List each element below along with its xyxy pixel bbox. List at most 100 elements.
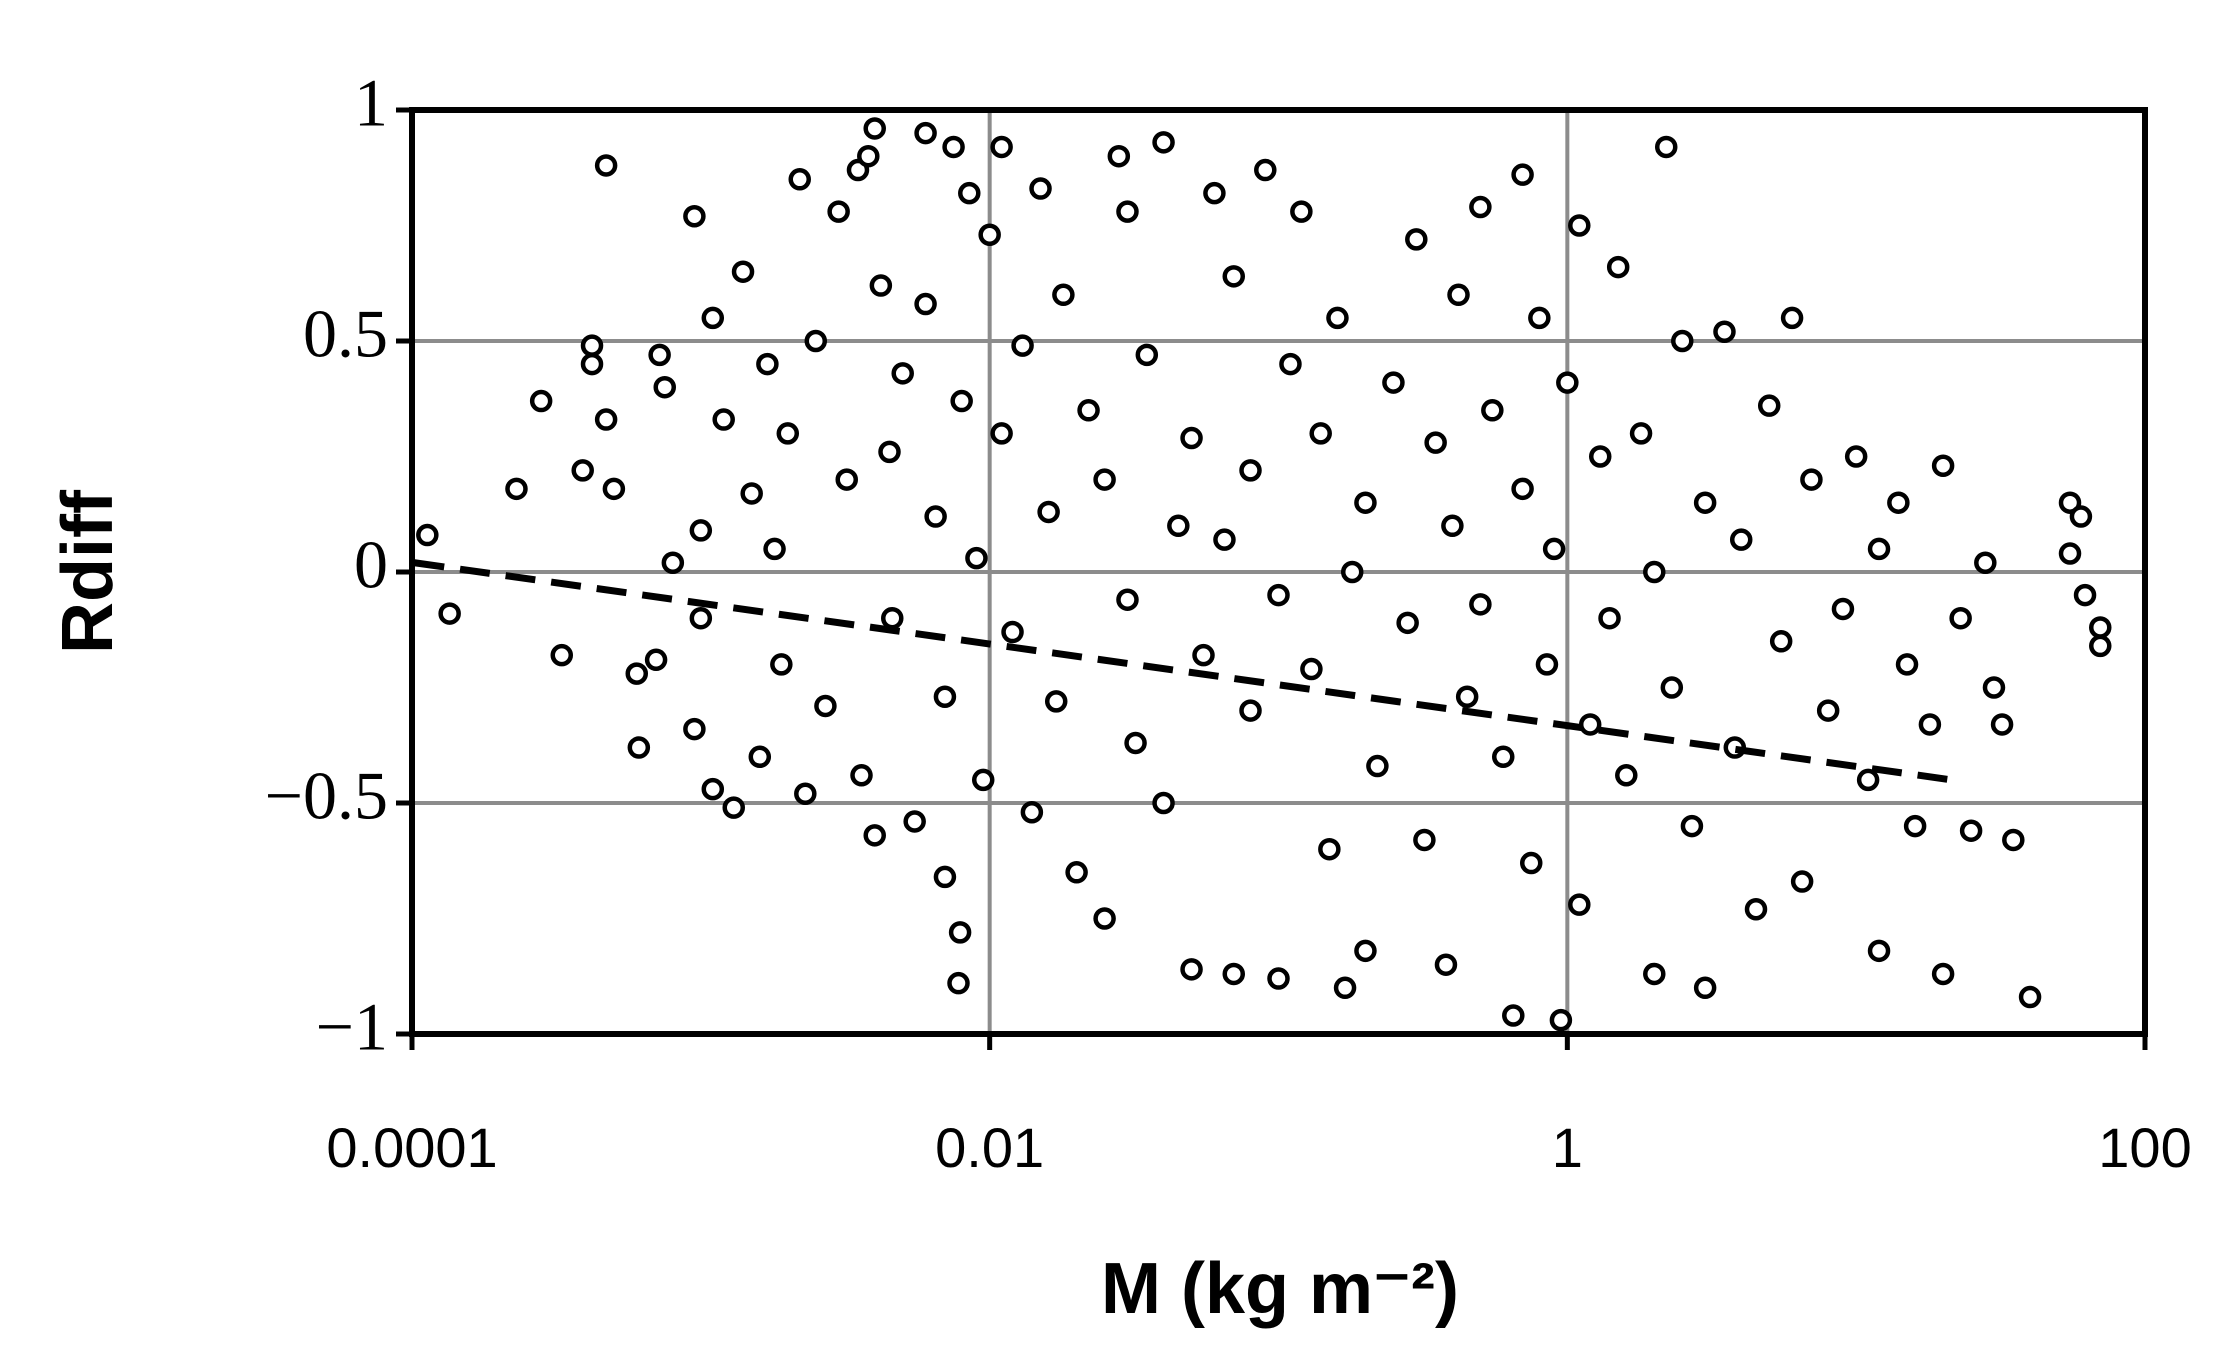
point <box>863 824 886 847</box>
point <box>701 306 725 330</box>
point <box>948 921 972 944</box>
point <box>1366 754 1389 778</box>
point <box>571 459 594 482</box>
point <box>1396 611 1419 635</box>
point <box>1065 861 1088 884</box>
point <box>1974 551 1997 575</box>
point <box>1441 514 1464 538</box>
point <box>1167 514 1190 538</box>
point <box>776 422 800 445</box>
point <box>869 274 893 297</box>
point <box>1469 593 1492 616</box>
point <box>1300 657 1323 681</box>
point <box>971 768 995 792</box>
point <box>1643 962 1666 986</box>
point <box>1713 320 1736 344</box>
point <box>1744 898 1768 921</box>
point <box>653 375 676 399</box>
point <box>763 537 786 561</box>
point <box>863 117 886 140</box>
point <box>1729 528 1753 551</box>
x-axis-title: M (kg m⁻²) <box>1101 1249 1459 1329</box>
point <box>1029 177 1052 200</box>
point <box>1578 713 1602 736</box>
point <box>1116 588 1139 611</box>
point <box>644 648 668 672</box>
x-tick-label: 100 <box>2098 1116 2191 1179</box>
point <box>891 362 914 385</box>
point <box>683 717 706 741</box>
point <box>740 482 763 505</box>
point <box>1077 399 1100 422</box>
point <box>1354 939 1377 963</box>
point <box>1447 283 1470 307</box>
point <box>1239 699 1262 722</box>
point <box>1382 371 1405 394</box>
point <box>594 408 618 431</box>
point <box>1671 329 1694 353</box>
point <box>1542 537 1566 561</box>
point <box>2069 505 2093 528</box>
point <box>1982 676 2006 699</box>
point <box>794 782 817 806</box>
point <box>1413 828 1436 852</box>
point <box>1511 477 1534 501</box>
point <box>835 468 858 491</box>
point <box>947 971 970 995</box>
point <box>1959 819 1983 842</box>
point <box>950 389 973 413</box>
point <box>1615 764 1638 787</box>
point <box>689 606 713 630</box>
point <box>1693 491 1717 514</box>
point <box>1318 837 1341 861</box>
point <box>1588 445 1612 468</box>
x-tick-label: 1 <box>1552 1116 1583 1179</box>
point <box>701 777 725 801</box>
point <box>1052 283 1075 307</box>
point <box>1333 976 1357 1000</box>
point <box>770 653 793 676</box>
point <box>625 662 649 685</box>
point <box>1192 643 1215 667</box>
point <box>1931 962 1955 986</box>
point <box>1011 334 1034 357</box>
point <box>1093 468 1116 491</box>
point <box>1116 200 1139 223</box>
point <box>627 736 651 759</box>
point <box>1903 814 1927 838</box>
point <box>1844 445 1868 468</box>
point <box>689 519 713 542</box>
point <box>881 606 904 630</box>
point <box>1780 306 1804 330</box>
point <box>648 343 671 367</box>
point <box>1424 431 1447 454</box>
point <box>1831 597 1855 621</box>
point <box>804 329 828 353</box>
point <box>1519 851 1543 875</box>
y-tick-label: 0.5 <box>303 296 388 372</box>
point <box>1528 306 1551 330</box>
point <box>1816 699 1840 722</box>
point <box>2089 634 2112 658</box>
point <box>1455 685 1479 708</box>
point <box>1180 426 1203 450</box>
point <box>731 260 755 283</box>
point <box>914 292 937 316</box>
point <box>1001 620 1024 644</box>
point <box>2058 491 2082 514</box>
point <box>550 643 574 667</box>
point <box>814 694 837 718</box>
y-tick-label: −1 <box>316 989 388 1065</box>
point <box>1405 228 1428 251</box>
plot-frame <box>409 107 2148 1037</box>
point <box>1093 907 1116 930</box>
point <box>1152 791 1175 815</box>
point <box>933 685 957 708</box>
point <box>1222 265 1246 288</box>
point <box>1107 144 1131 168</box>
point <box>594 154 618 177</box>
point <box>2002 828 2025 852</box>
point <box>1267 967 1290 990</box>
point <box>1254 158 1277 182</box>
point <box>1598 606 1621 630</box>
